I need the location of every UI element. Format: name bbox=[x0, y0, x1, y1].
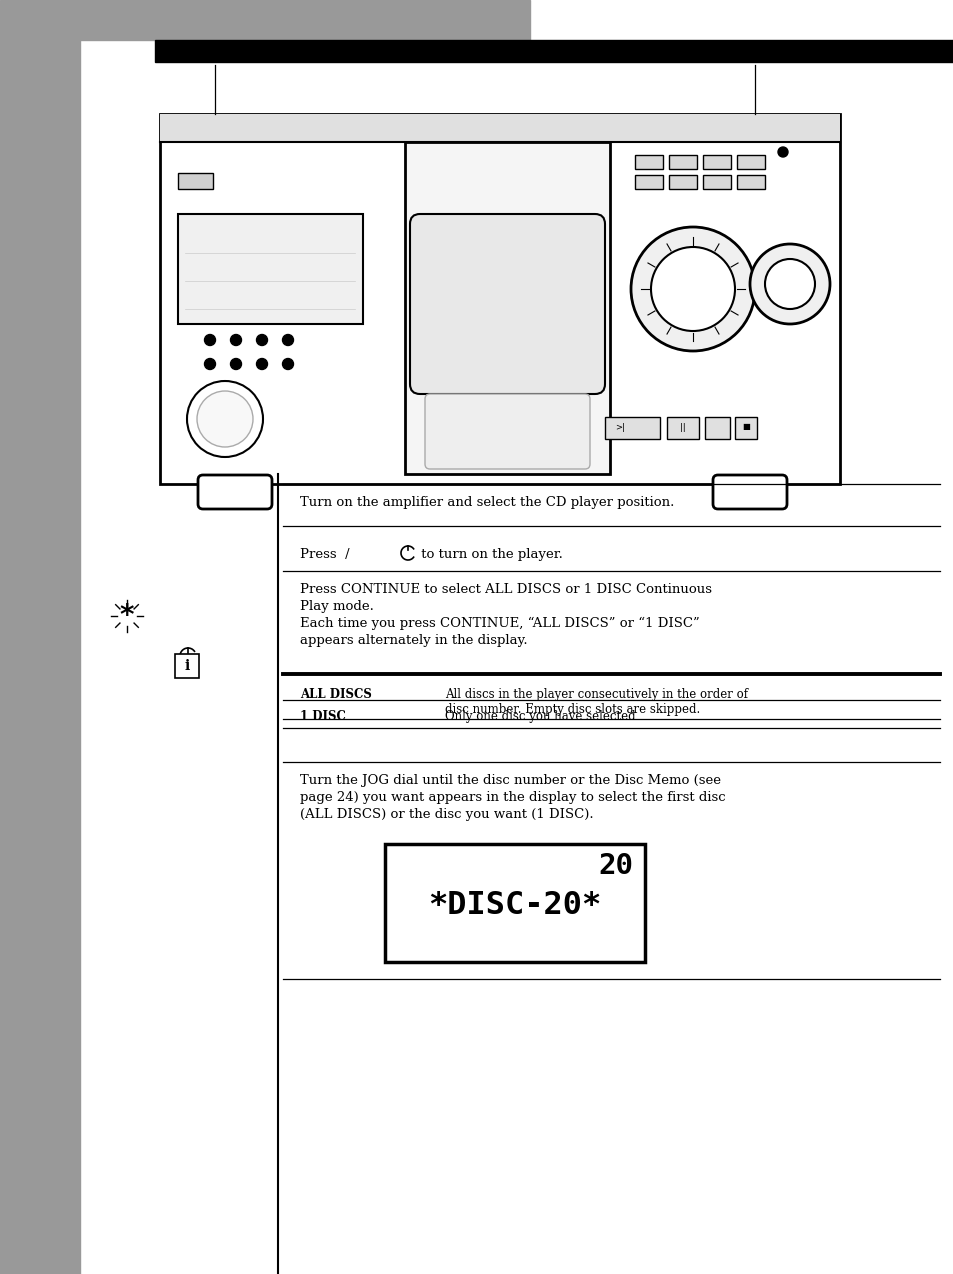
Text: i: i bbox=[184, 659, 190, 673]
Bar bbox=[635, 155, 662, 169]
Circle shape bbox=[749, 245, 829, 324]
Bar bbox=[405, 141, 609, 474]
Text: >|: >| bbox=[615, 423, 624, 432]
Text: ALL DISCS: ALL DISCS bbox=[299, 688, 372, 701]
Text: to turn on the player.: to turn on the player. bbox=[416, 548, 562, 561]
Circle shape bbox=[187, 381, 263, 457]
Circle shape bbox=[282, 358, 294, 369]
Text: Only one disc you have selected: Only one disc you have selected bbox=[444, 710, 635, 724]
Circle shape bbox=[650, 247, 734, 331]
Bar bbox=[160, 113, 840, 484]
Text: Press CONTINUE to select ALL DISCS or 1 DISC Continuous: Press CONTINUE to select ALL DISCS or 1 … bbox=[299, 583, 711, 596]
Circle shape bbox=[231, 358, 241, 369]
FancyBboxPatch shape bbox=[198, 475, 272, 510]
Circle shape bbox=[256, 335, 267, 345]
Bar bbox=[737, 175, 764, 189]
Circle shape bbox=[764, 259, 814, 310]
Bar bbox=[385, 843, 644, 962]
Bar bbox=[174, 654, 199, 678]
Text: All discs in the player consecutively in the order of: All discs in the player consecutively in… bbox=[444, 688, 747, 701]
Text: disc number. Empty disc slots are skipped.: disc number. Empty disc slots are skippe… bbox=[444, 703, 700, 716]
Bar bbox=[737, 155, 764, 169]
Bar bbox=[0, 0, 530, 39]
FancyBboxPatch shape bbox=[712, 475, 786, 510]
Bar bbox=[734, 417, 757, 440]
Bar bbox=[160, 113, 840, 141]
Bar bbox=[604, 417, 659, 440]
Text: 20: 20 bbox=[598, 852, 633, 880]
Bar bbox=[0, 39, 80, 1274]
Text: Play mode.: Play mode. bbox=[299, 600, 374, 613]
Text: (ALL DISCS) or the disc you want (1 DISC).: (ALL DISCS) or the disc you want (1 DISC… bbox=[299, 808, 593, 820]
Text: *: * bbox=[120, 603, 134, 631]
Bar bbox=[154, 39, 953, 62]
Text: Turn the JOG dial until the disc number or the Disc Memo (see: Turn the JOG dial until the disc number … bbox=[299, 775, 720, 787]
Bar bbox=[668, 175, 697, 189]
Text: Each time you press CONTINUE, “ALL DISCS” or “1 DISC”: Each time you press CONTINUE, “ALL DISCS… bbox=[299, 617, 699, 631]
Text: ■: ■ bbox=[741, 423, 749, 432]
Circle shape bbox=[630, 227, 754, 352]
Bar bbox=[178, 214, 363, 324]
Text: Turn on the amplifier and select the CD player position.: Turn on the amplifier and select the CD … bbox=[299, 496, 674, 510]
Circle shape bbox=[196, 391, 253, 447]
Bar bbox=[178, 173, 213, 189]
FancyBboxPatch shape bbox=[424, 394, 589, 469]
Circle shape bbox=[231, 335, 241, 345]
Bar bbox=[702, 175, 730, 189]
FancyBboxPatch shape bbox=[410, 214, 604, 394]
Text: appears alternately in the display.: appears alternately in the display. bbox=[299, 634, 527, 647]
Text: Press  /: Press / bbox=[299, 548, 349, 561]
Bar bbox=[702, 155, 730, 169]
Circle shape bbox=[204, 358, 215, 369]
Text: 1 DISC: 1 DISC bbox=[299, 710, 346, 724]
Circle shape bbox=[204, 335, 215, 345]
Text: *DISC-20*: *DISC-20* bbox=[428, 891, 601, 921]
Bar bbox=[635, 175, 662, 189]
Bar bbox=[668, 155, 697, 169]
Text: page 24) you want appears in the display to select the first disc: page 24) you want appears in the display… bbox=[299, 791, 725, 804]
Circle shape bbox=[778, 147, 787, 157]
Bar bbox=[704, 417, 729, 440]
Bar bbox=[666, 417, 699, 440]
Circle shape bbox=[282, 335, 294, 345]
Circle shape bbox=[256, 358, 267, 369]
Text: ||: || bbox=[679, 423, 685, 432]
